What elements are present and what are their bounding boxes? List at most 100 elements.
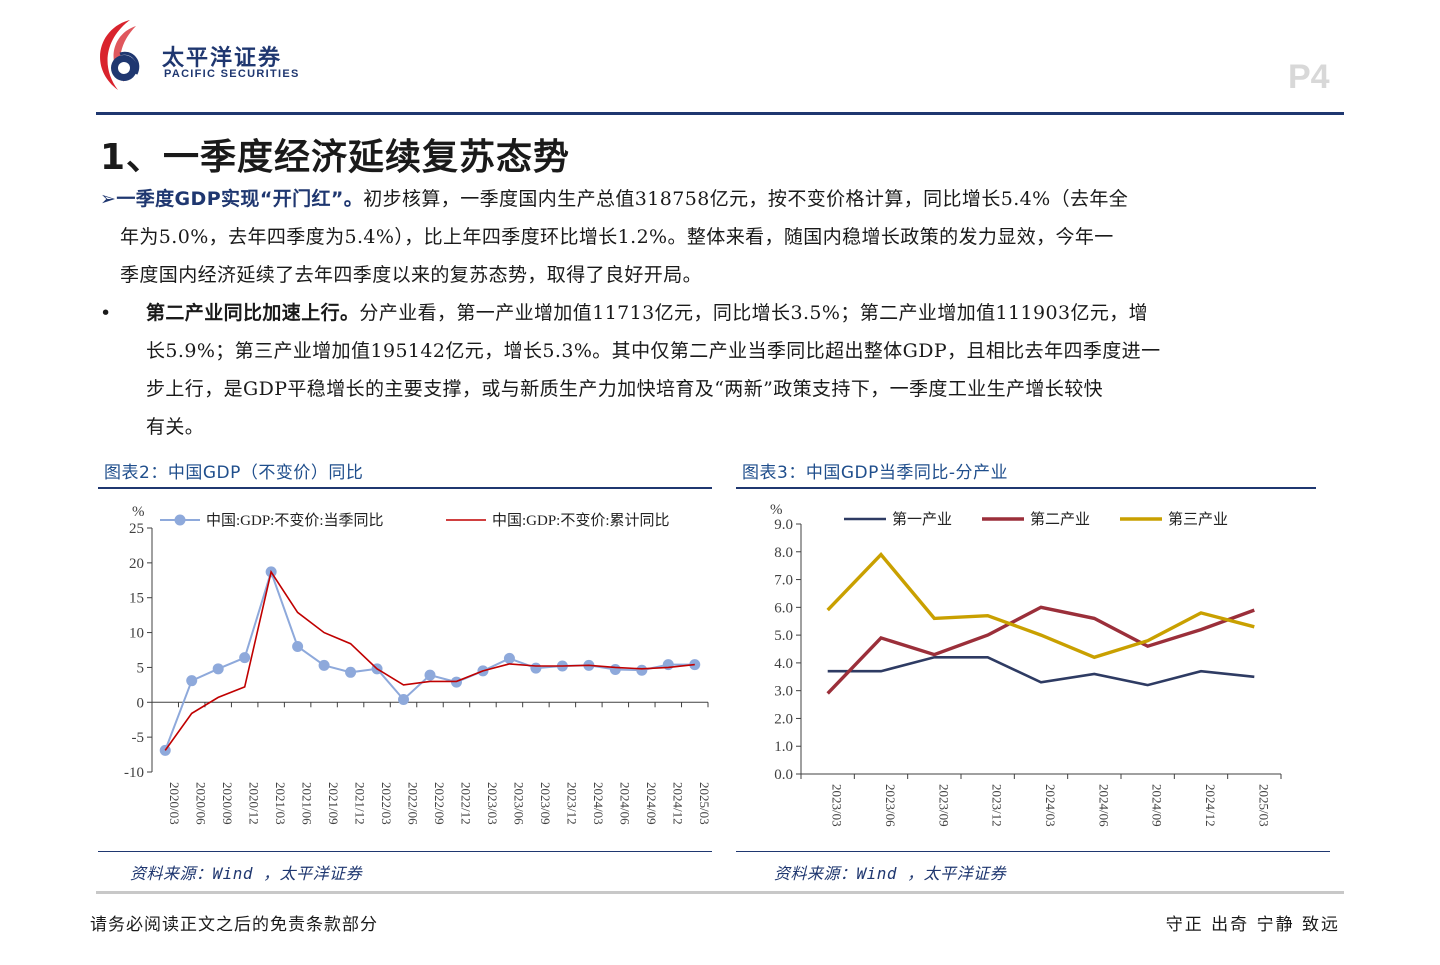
paragraph-line: 步上行，是GDP平稳增长的主要支撑，或与新质生产力加快培育及“两新”政策支持下，… [146,378,1104,400]
y-tick-label: 5.0 [774,628,793,644]
figure2-bottom-rule [98,851,712,852]
data-point [636,664,648,676]
bullet-dot-icon: • [100,302,112,324]
data-point [318,659,330,671]
x-tick-label: 2024/06 [1096,784,1111,827]
x-tick-label: 2020/09 [220,782,235,825]
x-tick-label: 2025/03 [1256,784,1271,827]
x-tick-label: 2023/09 [936,784,951,827]
header-divider [96,112,1344,115]
figure3-bottom-rule [736,851,1330,852]
y-tick-label: 20 [129,556,144,572]
y-tick-label: 0.0 [774,767,793,783]
x-tick-label: 2021/03 [273,782,288,825]
y-tick-label: 0 [137,695,145,711]
data-point [398,693,410,705]
x-tick-label: 2021/09 [326,782,341,825]
y-tick-label: 1.0 [774,739,793,755]
x-tick-label: 2024/03 [591,782,606,825]
paragraph-line: 季度国内经济延续了去年四季度以来的复苏态势，取得了良好开局。 [120,264,703,286]
data-point [424,669,436,681]
y-tick-label: -5 [132,730,145,746]
y-axis-unit: % [770,502,783,518]
page-number: P4 [1288,58,1330,96]
x-tick-label: 2023/12 [564,782,579,825]
x-tick-label: 2021/12 [353,782,368,825]
x-tick-label: 2023/12 [990,784,1005,827]
x-tick-label: 2022/06 [406,782,421,825]
y-tick-label: 5 [137,660,145,676]
x-tick-label: 2022/12 [458,782,473,825]
legend-label: 第二产业 [1030,510,1090,528]
x-tick-label: 2023/03 [830,784,845,827]
y-tick-label: 7.0 [774,573,793,589]
x-tick-label: 2023/06 [511,782,526,825]
x-tick-label: 2024/06 [617,782,632,825]
data-point [530,662,542,674]
data-point [662,659,674,671]
paragraph-lead: 一季度GDP实现“开门红”。 [116,188,364,210]
series-line [826,605,1255,695]
legend-label: 第三产业 [1168,510,1228,528]
figure2-source: 资料来源：Wind ，太平洋证券 [130,864,363,883]
x-tick-label: 2021/06 [300,782,315,825]
data-point [239,652,251,664]
brand-logo [90,16,142,94]
legend-label: 第一产业 [892,510,952,528]
data-point [212,663,224,675]
figure2-title: 图表2：中国GDP（不变价）同比 [104,463,364,483]
x-tick-label: 2024/12 [670,782,685,825]
bullet-arrow-icon: ➢ [100,188,117,210]
y-tick-label: 15 [129,591,144,607]
data-point [609,664,621,676]
series-line [164,569,695,751]
legend-label: 中国:GDP:不变价:当季同比 [206,512,384,529]
x-tick-label: 2020/03 [167,782,182,825]
data-point [292,641,304,653]
x-tick-label: 2022/03 [379,782,394,825]
data-point [503,652,515,664]
paragraph-line: 年为5.0%，去年四季度为5.4%），比上年四季度环比增长1.2%。整体来看，随… [120,226,1114,248]
paragraph-line: 分产业看，第一产业增加值11713亿元，同比增长3.5%；第二产业增加值1119… [359,302,1149,324]
data-point [186,675,198,687]
x-tick-label: 2024/03 [1043,784,1058,827]
y-tick-label: 9.0 [774,517,793,533]
figure2-top-rule [98,487,712,489]
x-tick-label: 2020/12 [247,782,262,825]
paragraph-lead: 第二产业同比加速上行。 [146,302,360,324]
footer-motto: 守正 出奇 宁静 致远 [1165,915,1340,935]
series-line [826,552,1255,660]
paragraph-line: 长5.9%；第三产业增加值195142亿元，增长5.3%。其中仅第二产业当季同比… [146,340,1161,362]
y-tick-label: 10 [129,626,144,642]
x-tick-label: 2024/09 [644,782,659,825]
x-tick-label: 2023/03 [485,782,500,825]
legend-label: 中国:GDP:不变价:累计同比 [492,512,670,529]
brand-name-cn: 太平洋证券 [162,46,283,71]
x-tick-label: 2025/03 [697,782,712,825]
legend-marker [174,514,186,526]
paragraph-line: 有关。 [146,416,205,438]
x-tick-label: 2022/09 [432,782,447,825]
x-tick-label: 2023/09 [538,782,553,825]
series-line [827,656,1255,687]
logo-mark-icon [100,20,140,90]
y-axis-unit: % [132,504,145,520]
x-tick-label: 2023/06 [883,784,898,827]
footer-disclaimer: 请务必阅读正文之后的免责条款部分 [90,915,378,935]
y-tick-label: 3.0 [774,684,793,700]
paragraph-industry: • 第二产业同比加速上行。分产业看，第一产业增加值11713亿元，同比增长3.5%… [100,294,1340,446]
y-tick-label: 4.0 [774,656,793,672]
x-tick-label: 2024/12 [1203,784,1218,827]
paragraph-gdp: ➢一季度GDP实现“开门红”。初步核算，一季度国内生产总值318758亿元，按不… [100,180,1340,294]
data-point [345,666,357,678]
figure3-top-rule [736,487,1316,489]
brand-name-en: PACIFIC SECURITIES [164,68,300,80]
y-tick-label: -10 [124,765,144,781]
figure3-source: 资料来源：Wind ，太平洋证券 [774,864,1007,883]
footer-divider [96,891,1344,894]
paragraph-line: 初步核算，一季度国内生产总值318758亿元，按不变价格计算，同比增长5.4%（… [363,188,1129,210]
industry-yoy-chart: 0.0 1.0 2.0 3.0 4.0 5.0 6.0 7.0 8.0 9.0% 2023/03 20… [770,502,1282,827]
gdp-yoy-chart: -10 -5 0 5 10 15 20 25% 2020/03 2020/06 2020/09 202… [124,504,712,825]
y-tick-label: 2.0 [774,711,793,727]
y-tick-label: 25 [129,521,144,537]
